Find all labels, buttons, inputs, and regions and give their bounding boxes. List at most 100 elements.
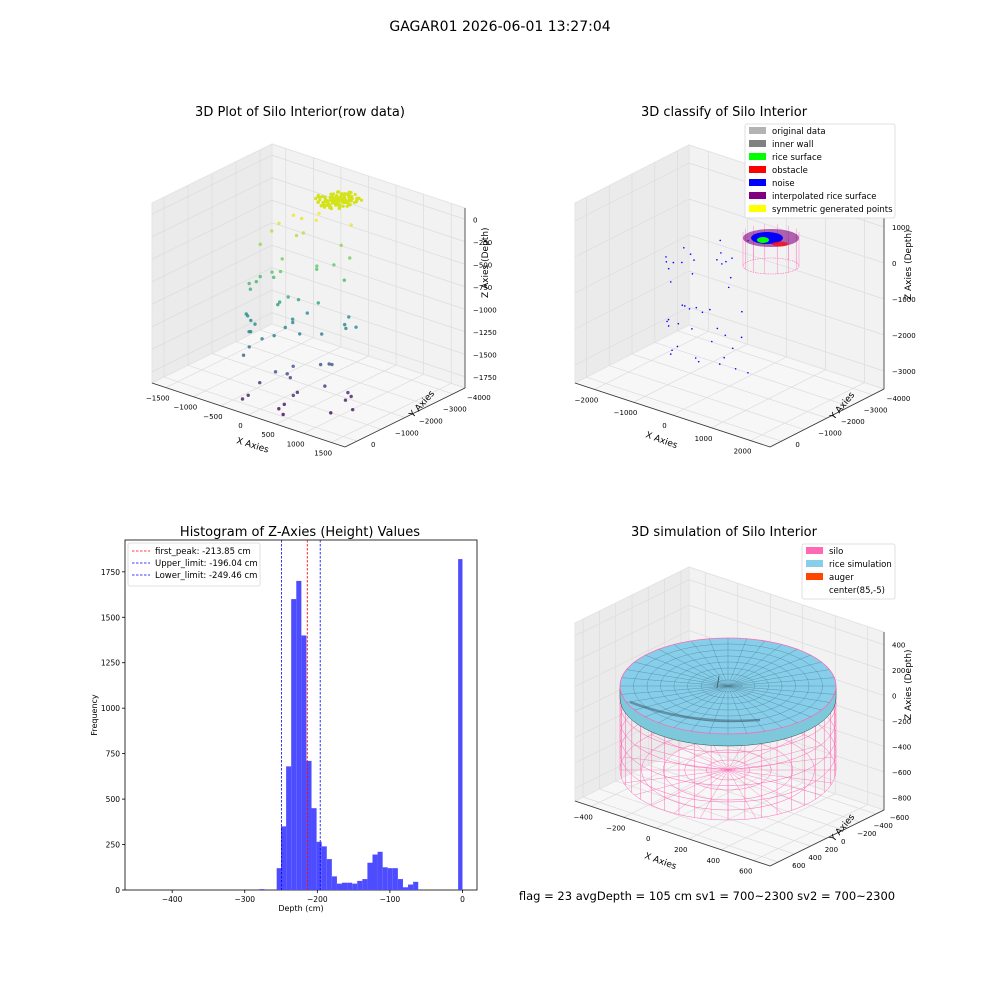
grid-line <box>151 289 273 350</box>
x-tick-label: 0 <box>646 835 650 843</box>
z-tick-label: −1000 <box>473 306 497 314</box>
legend-label: Lower_limit: -249.46 cm <box>155 571 257 581</box>
surface-point <box>329 197 334 201</box>
histogram-bar <box>331 876 337 890</box>
legend-swatch <box>749 166 766 173</box>
grid-line <box>574 306 690 366</box>
grid-line <box>271 177 466 243</box>
x-tick-label: 600 <box>739 868 752 876</box>
raw-point <box>258 380 262 385</box>
silo-floor-spoke <box>727 756 833 771</box>
raw-point <box>291 393 296 398</box>
noise-point <box>689 253 692 255</box>
histogram-bar <box>357 880 363 890</box>
raw-point <box>246 393 250 397</box>
raw-point <box>277 407 281 411</box>
surface-mesh <box>727 654 811 687</box>
surface-point <box>345 204 349 208</box>
raw-point <box>271 275 276 280</box>
y-tick-label: −3000 <box>443 406 467 414</box>
surface-point <box>322 205 327 209</box>
grid-line <box>574 630 690 687</box>
surface-point <box>336 202 340 206</box>
histogram-bar <box>321 846 327 890</box>
histogram-bar <box>372 854 378 890</box>
raw-point <box>301 231 306 235</box>
x-tick-label: −100 <box>380 895 401 904</box>
raw-point <box>314 218 318 223</box>
histogram-bar <box>362 879 368 890</box>
histogram-bar <box>392 868 398 890</box>
x-tick-label: −400 <box>162 895 183 904</box>
raw-point <box>278 269 283 274</box>
x-axis-line <box>574 382 771 448</box>
panel-classify-legend: original data inner wall rice surface obsta… <box>744 123 896 219</box>
surface-point <box>326 203 331 207</box>
x-tick-label: 500 <box>261 431 274 439</box>
legend-swatch <box>749 140 766 147</box>
legend-label: interpolated rice surface <box>772 192 877 202</box>
grid-line <box>664 756 860 823</box>
surface-mesh <box>690 685 729 732</box>
x-tick-label: 0 <box>238 422 242 430</box>
grid-line <box>271 154 466 220</box>
raw-point <box>273 370 278 374</box>
legend-swatch <box>749 192 766 199</box>
noise-point <box>665 256 667 258</box>
surface-point <box>354 200 358 204</box>
z-tick-label: −600 <box>892 769 911 777</box>
surface-mesh <box>727 685 835 695</box>
noise-point <box>731 347 734 350</box>
grid-line <box>211 353 406 418</box>
surface-mesh <box>658 685 729 723</box>
panel-classify-xlabel: X Axies <box>644 430 679 451</box>
raw-point <box>315 267 319 271</box>
noise-point <box>734 367 737 370</box>
x-tick-label: 0 <box>460 895 465 904</box>
raw-point <box>349 394 353 399</box>
raw-point <box>349 223 353 227</box>
raw-point <box>290 317 295 321</box>
rice-surface <box>619 637 837 747</box>
noise-point <box>677 322 680 325</box>
raw-point <box>260 337 264 341</box>
grid-line <box>609 365 805 430</box>
surface-point <box>345 192 349 196</box>
surface-point <box>357 196 361 200</box>
legend-label: original data <box>772 127 826 137</box>
noise-point <box>693 259 695 261</box>
grid-line <box>688 234 885 300</box>
raw-point <box>248 287 253 291</box>
silo-floor-spoke <box>651 769 729 806</box>
legend-frame <box>127 542 261 587</box>
legend-frame <box>801 543 896 600</box>
histogram-vlines <box>281 540 321 890</box>
surface-mesh <box>727 644 783 687</box>
raw-point <box>343 398 348 402</box>
z-tick-label: 200 <box>892 667 905 675</box>
grid-line <box>163 376 358 442</box>
histogram-bar <box>408 884 414 890</box>
surface-mesh <box>673 644 729 687</box>
histogram-bar <box>342 882 348 890</box>
grid-line <box>235 341 430 407</box>
grid-line <box>151 199 273 260</box>
x-tick-label: −1500 <box>146 395 170 403</box>
x-axis-line <box>151 382 346 448</box>
legend-label: inner wall <box>772 140 813 150</box>
y-tick-label: 0 <box>371 441 375 449</box>
raw-point <box>254 279 259 284</box>
grid-line <box>271 267 466 333</box>
raw-point <box>282 402 286 407</box>
noise-point <box>681 261 683 264</box>
noise-point <box>691 328 693 330</box>
silo-floor-spoke <box>727 734 805 771</box>
y-tick-label: 1500 <box>101 613 120 622</box>
noise-point <box>729 276 732 279</box>
raw-point <box>350 407 355 412</box>
raw-point <box>347 315 351 319</box>
histogram-bar <box>402 887 409 890</box>
raw-point <box>317 211 321 216</box>
raw-point <box>329 411 333 415</box>
raw-point <box>280 257 284 261</box>
